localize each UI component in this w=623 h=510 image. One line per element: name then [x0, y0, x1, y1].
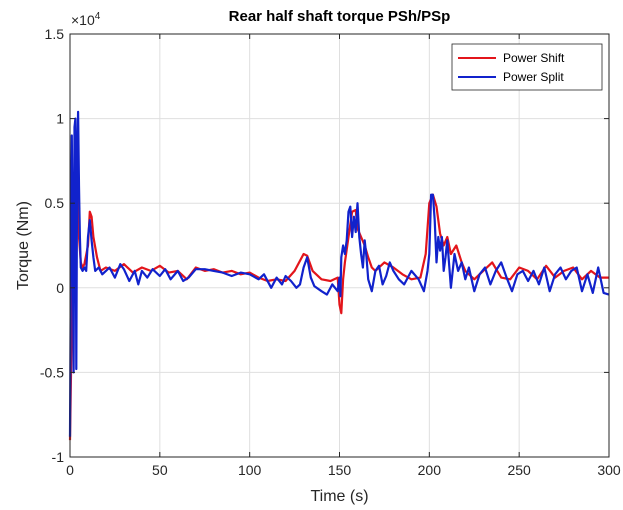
x-tick-label: 50 [152, 462, 168, 478]
y-exponent-power: 4 [95, 11, 101, 22]
x-axis-label: Time (s) [310, 488, 368, 505]
y-tick-label: -0.5 [40, 364, 64, 380]
y-tick-label: 1.5 [45, 26, 65, 42]
y-exponent-base: ×10 [71, 12, 95, 28]
x-tick-label: 100 [238, 462, 262, 478]
y-tick-label: -1 [52, 449, 65, 465]
x-tick-label: 0 [66, 462, 74, 478]
x-tick-label: 250 [507, 462, 531, 478]
chart-title: Rear half shaft torque PSh/PSp [229, 8, 451, 25]
legend-label-power-split: Power Split [503, 70, 564, 84]
y-tick-label: 0.5 [45, 195, 65, 211]
y-tick-label: 1 [56, 111, 64, 127]
y-axis-label: Torque (Nm) [15, 201, 32, 290]
x-tick-label: 200 [418, 462, 442, 478]
legend: Power Shift Power Split [452, 44, 602, 90]
legend-label-power-shift: Power Shift [503, 51, 565, 65]
x-tick-label: 300 [597, 462, 621, 478]
y-tick-label: 0 [56, 280, 64, 296]
x-tick-label: 150 [328, 462, 352, 478]
